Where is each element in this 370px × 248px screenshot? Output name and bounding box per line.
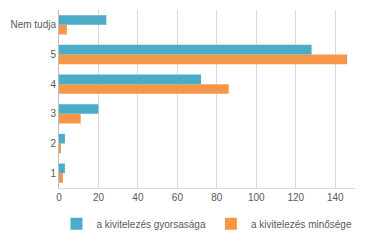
svg-text:100: 100 bbox=[248, 192, 265, 203]
svg-text:1: 1 bbox=[50, 168, 56, 179]
svg-text:0: 0 bbox=[56, 192, 62, 203]
svg-text:140: 140 bbox=[327, 192, 344, 203]
svg-text:40: 40 bbox=[132, 192, 144, 203]
svg-text:2: 2 bbox=[50, 138, 56, 149]
svg-text:120: 120 bbox=[287, 192, 304, 203]
svg-text:5: 5 bbox=[50, 49, 56, 60]
svg-text:3: 3 bbox=[50, 108, 56, 119]
svg-text:60: 60 bbox=[172, 192, 184, 203]
svg-text:Nem tudja: Nem tudja bbox=[10, 19, 56, 30]
svg-text:4: 4 bbox=[50, 79, 56, 90]
svg-text:a kivitelezés minősége: a kivitelezés minősége bbox=[251, 219, 352, 230]
svg-text:a kivitelezés gyorsasága: a kivitelezés gyorsasága bbox=[97, 219, 206, 230]
svg-text:20: 20 bbox=[93, 192, 105, 203]
svg-text:80: 80 bbox=[211, 192, 223, 203]
